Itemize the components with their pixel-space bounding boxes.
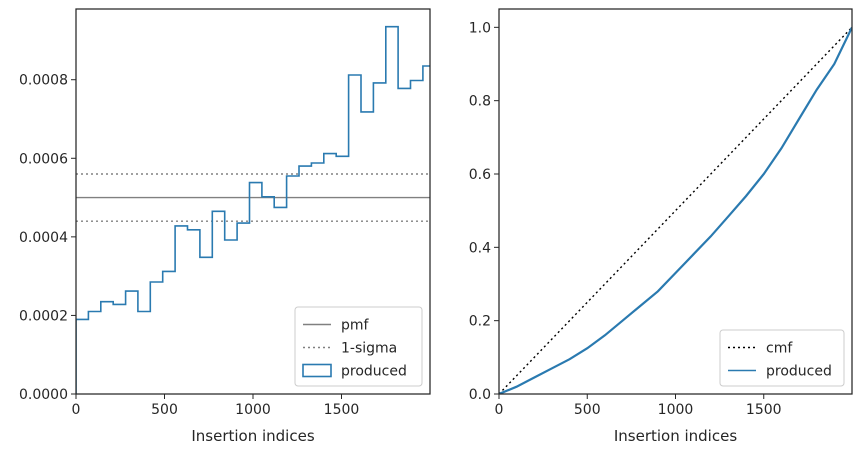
- x-tick-label: 1000: [658, 402, 694, 418]
- legend-cmf-label: cmf: [766, 341, 793, 357]
- y-tick-label: 0.2: [469, 314, 491, 330]
- y-tick-label: 0.4: [469, 240, 491, 256]
- plot-area: [76, 25, 430, 394]
- x-tick-label: 1000: [235, 402, 271, 418]
- y-tick-label: 0.0004: [19, 230, 68, 246]
- y-tick-label: 0.0002: [19, 308, 68, 324]
- x-tick-label: 0: [495, 402, 504, 418]
- left-chart-panel: 0 500 1000 1500 0.0000 0.0002 0.0004 0.0006 0.00…: [19, 8, 431, 445]
- x-tick-label: 1500: [324, 402, 360, 418]
- produced-line: [499, 26, 852, 394]
- plot-area: [499, 26, 852, 394]
- right-chart-panel: 0 500 1000 1500 0.0 0.2 0.4 0.6 0.8 1.0 Insertion …: [469, 8, 853, 445]
- x-tick-label: 1500: [746, 402, 782, 418]
- legend-pmf-label: pmf: [341, 318, 370, 334]
- y-tick-label: 0.8: [469, 94, 491, 110]
- y-tick-label: 0.0000: [19, 387, 68, 403]
- x-axis-label: Insertion indices: [614, 427, 737, 445]
- produced-histogram: [76, 25, 430, 394]
- legend: cmf produced: [719, 329, 845, 387]
- y-tick-label: 0.6: [469, 167, 491, 183]
- x-tick-label: 500: [151, 402, 178, 418]
- x-tick-label: 0: [72, 402, 81, 418]
- y-tick-label: 0.0008: [19, 73, 68, 89]
- legend-1-sigma-label: 1-sigma: [341, 341, 397, 357]
- legend-box: [294, 306, 423, 387]
- legend-produced-label: produced: [341, 364, 407, 380]
- legend-produced-label: produced: [766, 364, 832, 380]
- legend-box: [719, 329, 845, 387]
- legend-produced-swatch: [302, 363, 332, 378]
- y-tick-label: 1.0: [469, 20, 491, 36]
- y-tick-label: 0.0: [469, 387, 491, 403]
- y-tick-label: 0.0006: [19, 151, 68, 167]
- x-tick-label: 500: [574, 402, 601, 418]
- legend: pmf 1-sigma produced: [294, 306, 423, 387]
- x-axis-label: Insertion indices: [191, 427, 314, 445]
